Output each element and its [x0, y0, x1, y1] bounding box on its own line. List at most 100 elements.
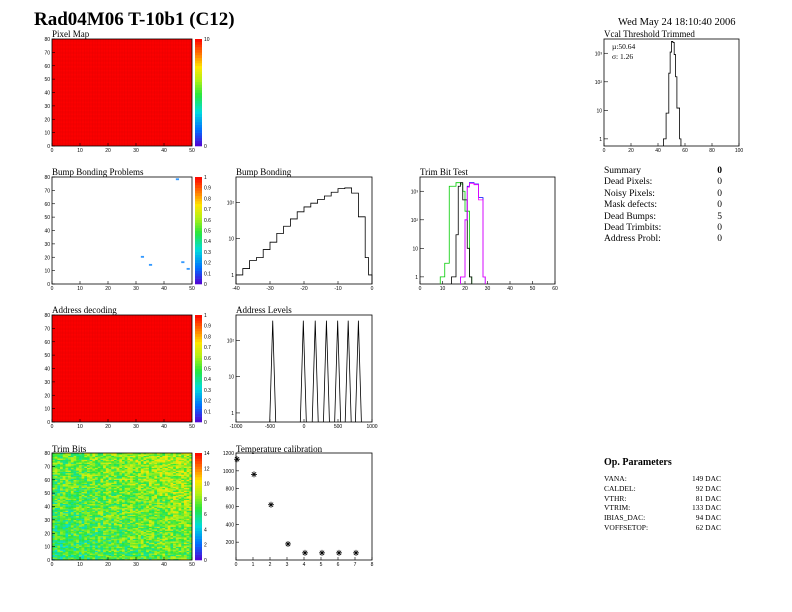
heatmap-cell	[119, 490, 123, 492]
heatmap-cell	[60, 521, 63, 523]
heatmap-cell	[170, 525, 174, 527]
heatmap-cell	[78, 455, 82, 458]
heatmap-cell	[146, 459, 150, 462]
heatmap-cell	[138, 533, 142, 535]
heatmap-cell	[122, 553, 125, 555]
heatmap-cell	[68, 535, 72, 538]
heatmap-cell	[70, 497, 74, 499]
heatmap-cell	[89, 509, 93, 511]
heatmap-cell	[92, 461, 96, 463]
heatmap-cell	[87, 535, 90, 538]
heatmap-cell	[138, 525, 142, 527]
heatmap-cell	[124, 535, 128, 538]
heatmap-cell	[167, 547, 171, 550]
color-bar-segment	[195, 333, 202, 337]
heatmap-cell	[165, 510, 168, 513]
heatmap-cell	[146, 518, 150, 521]
heatmap-cell	[154, 494, 158, 496]
heatmap-cell	[89, 522, 93, 525]
heatmap-cell	[52, 511, 55, 514]
heatmap-cell	[148, 537, 152, 539]
heatmap-cell	[97, 551, 101, 554]
heatmap-cell	[178, 549, 182, 551]
color-bar-segment	[195, 455, 202, 459]
heatmap-cell	[148, 502, 152, 505]
heatmap-cell	[189, 499, 193, 502]
heatmap-cell	[151, 503, 155, 506]
heatmap-cell	[70, 521, 74, 523]
heatmap-cell	[105, 478, 109, 480]
heatmap-cell	[157, 502, 160, 505]
heatmap-cell	[68, 481, 72, 483]
heatmap-cell	[62, 541, 66, 543]
heatmap-cell	[140, 529, 144, 531]
heatmap-cell	[92, 534, 96, 537]
heatmap-cell	[54, 477, 58, 479]
op-param-row: VANA: 149 DAC	[604, 474, 721, 484]
heatmap-cell	[105, 526, 109, 529]
heatmap-cell	[100, 515, 104, 518]
heatmap-cell	[135, 510, 139, 513]
heatmap-cell	[132, 499, 136, 502]
heatmap-cell	[170, 546, 174, 549]
heatmap-cell	[60, 497, 63, 499]
heatmap-cell	[60, 523, 63, 526]
heatmap-cell	[132, 526, 136, 529]
heatmap-cell	[146, 534, 150, 537]
heatmap-cell	[140, 482, 144, 484]
heatmap-cell	[95, 455, 98, 458]
heatmap-cell	[143, 501, 147, 503]
heatmap-cell	[62, 459, 66, 462]
heatmap-cell	[119, 517, 123, 519]
heatmap-cell	[52, 539, 55, 542]
heatmap-cell	[151, 529, 155, 531]
heatmap-cell	[89, 526, 93, 529]
heatmap-cell	[60, 557, 63, 559]
heatmap-cell	[175, 502, 179, 505]
heatmap-cell	[148, 542, 152, 545]
heatmap-cell	[87, 477, 90, 479]
heatmap-cell	[103, 485, 107, 487]
heatmap-cell	[186, 545, 190, 547]
heatmap-cell	[162, 498, 166, 501]
heatmap-cell	[57, 547, 61, 550]
heatmap-cell	[165, 535, 168, 538]
heatmap-cell	[186, 495, 190, 498]
heatmap-cell	[148, 462, 152, 464]
heatmap-cell	[57, 469, 61, 471]
heatmap-cell	[159, 537, 163, 539]
heatmap-cell	[138, 541, 142, 543]
heatmap-cell	[113, 465, 117, 467]
heatmap-cell	[154, 506, 158, 509]
heatmap-cell	[65, 495, 69, 498]
heatmap-cell	[175, 477, 179, 479]
heatmap-cell	[148, 461, 152, 463]
heatmap-cell	[97, 458, 101, 460]
heatmap-cell	[113, 467, 117, 470]
heatmap-cell	[138, 546, 142, 549]
heatmap-cell	[181, 495, 185, 498]
heatmap-cell	[151, 558, 155, 561]
heatmap-cell	[103, 533, 107, 535]
heatmap-cell	[73, 459, 77, 462]
heatmap-cell	[87, 549, 90, 551]
heatmap-cell	[68, 503, 72, 506]
heatmap-cell	[89, 497, 93, 499]
heatmap-cell	[54, 483, 58, 486]
heatmap-cell	[170, 463, 174, 466]
heatmap-cell	[130, 497, 133, 499]
heatmap-cell	[116, 518, 120, 521]
color-bar-label: 4	[204, 527, 207, 533]
heatmap-cell	[138, 519, 142, 522]
heatmap-cell	[78, 514, 82, 517]
heatmap-cell	[97, 517, 101, 519]
heatmap-cell	[103, 471, 107, 474]
heatmap-cell	[103, 465, 107, 467]
trim-bit-test-title: Trim Bit Test	[420, 167, 468, 177]
heatmap-cell	[170, 545, 174, 547]
heatmap-cell	[70, 498, 74, 501]
y-tick-label: 80	[44, 175, 50, 181]
heatmap-cell	[100, 531, 104, 534]
heatmap-cell	[135, 547, 139, 550]
heatmap-cell	[113, 457, 117, 459]
